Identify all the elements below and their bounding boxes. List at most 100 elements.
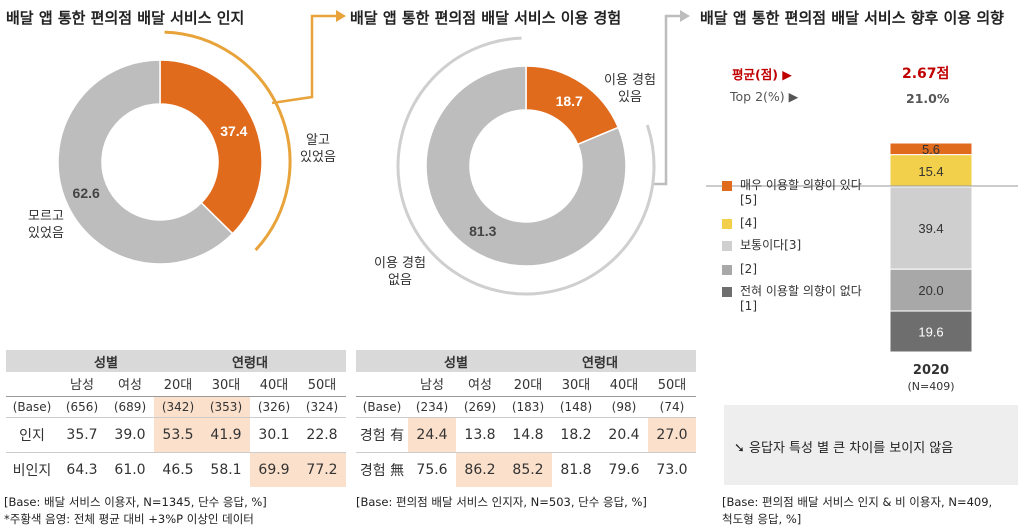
table-cell: 85.2 — [504, 452, 552, 487]
table-row: 비인지 64.3 61.0 46.5 58.1 69.9 77.2 — [6, 452, 346, 487]
table-cell: 73.0 — [656, 461, 688, 478]
legend-text-5: 매우 이용할 의향이 있다[5] — [740, 178, 862, 207]
table-cell: 35.7 — [58, 417, 106, 453]
table-cell: 22.8 — [298, 417, 346, 453]
legend-swatch-3 — [722, 241, 732, 251]
table-header-row: 남성 여성 20대 30대 40대 50대 — [356, 372, 696, 397]
label-exp-no: 이용 경험 없음 — [374, 256, 426, 288]
mean-value: 2.67점 — [902, 66, 950, 82]
note-table1-highlight: *주황색 음영: 전체 평균 대비 +3%P 이상인 데이터 — [4, 512, 254, 526]
row-label: (Base) — [356, 396, 408, 418]
col-header: 20대 — [154, 372, 202, 397]
donut-aware-value-yes: 37.4 — [220, 123, 247, 139]
table-cell: (656) — [58, 396, 106, 418]
col-header: 남성 — [58, 372, 106, 397]
table-cell: 20.4 — [600, 417, 648, 453]
exp-highlight-arc — [396, 36, 656, 296]
table-awareness: 성별 연령대 남성 여성 20대 30대 40대 50대 (Base) (656… — [6, 350, 346, 487]
bar-segment-label: 19.6 — [918, 325, 943, 340]
table-row: 인지 35.7 39.0 53.5 41.9 30.1 22.8 — [6, 417, 346, 453]
top2-label: Top 2(%) ▶ — [730, 89, 799, 104]
row-label: 경험 無 — [359, 462, 405, 479]
legend-text-2: [2] — [740, 262, 757, 276]
legend-swatch-5 — [722, 181, 732, 191]
legend-swatch-2 — [722, 265, 732, 275]
row-label: 경험 有 — [356, 417, 408, 453]
table-cell: (183) — [504, 396, 552, 418]
bar-base-label: (N=409) — [907, 380, 955, 393]
table-cell: 77.2 — [298, 452, 346, 487]
col-header: 40대 — [600, 372, 648, 397]
col-header: 20대 — [504, 372, 552, 397]
legend-text-4: [4] — [740, 216, 757, 230]
table-cell: 18.2 — [552, 417, 600, 453]
legend-text-1: 전혀 이용할 의향이 없다[1] — [740, 284, 862, 313]
table-cell: (234) — [408, 396, 456, 418]
bar-segment — [889, 310, 973, 353]
col-header: 여성 — [456, 372, 504, 397]
col-header: 남성 — [408, 372, 456, 397]
table-cell: (324) — [298, 396, 346, 418]
note-3-line1: [Base: 편의점 배달 서비스 인지 & 비 이용자, N=409, — [722, 495, 993, 509]
connector-arrow-2 — [652, 14, 680, 186]
table-group-row: 성별 연령대 — [6, 350, 346, 372]
table-cell: (342) — [154, 396, 202, 418]
row-label: 인지 — [6, 417, 58, 453]
table-cell: 61.0 — [114, 461, 146, 478]
callout-text: ➘ 응답자 특성 별 큰 차이를 보이지 않음 — [734, 441, 954, 456]
table-cell: 24.4 — [408, 417, 456, 453]
aware-highlight-arc — [164, 30, 292, 252]
table-cell: 41.9 — [202, 417, 250, 453]
table-cell: 39.0 — [106, 417, 154, 453]
table-cell: 64.3 — [66, 461, 98, 478]
table-cell: (689) — [106, 396, 154, 418]
table-cell: 58.1 — [210, 461, 242, 478]
table-base-row: (Base) (656) (689) (342) (353) (326) (32… — [6, 396, 346, 418]
row-label: 비인지 — [12, 462, 52, 479]
legend-text-3: 보통이다[3] — [740, 238, 802, 252]
table-cell: 13.8 — [456, 417, 504, 453]
col-header: 50대 — [298, 372, 346, 397]
table-row: 경험 無 75.6 86.2 85.2 81.8 79.6 73.0 — [356, 452, 696, 487]
note-table2-base: [Base: 편의점 배달 서비스 인지자, N=503, 단수 응답, %] — [356, 495, 647, 509]
donut-aware-slice-no — [57, 59, 234, 265]
bar-segment-label: 20.0 — [918, 283, 943, 298]
table-cell: 86.2 — [456, 452, 504, 487]
table-cell: (98) — [600, 396, 648, 418]
title-experience: 배달 앱 통한 편의점 배달 서비스 이용 경험 — [350, 9, 622, 27]
table-header-row: 남성 여성 20대 30대 40대 50대 — [6, 372, 346, 397]
col-header: 30대 — [552, 372, 600, 397]
stacked-bar: 5.6 15.4 39.4 20.0 19.6 — [889, 142, 973, 353]
donut-aware-slice-yes — [159, 59, 263, 235]
col-header: 50대 — [648, 372, 696, 397]
table-cell: 46.5 — [162, 461, 194, 478]
col-header: 여성 — [106, 372, 154, 397]
callout-box: ➘ 응답자 특성 별 큰 차이를 보이지 않음 — [724, 405, 1018, 485]
group-age: 연령대 — [504, 350, 696, 372]
connector-arrowhead-1 — [336, 10, 346, 22]
table-cell: (353) — [202, 396, 250, 418]
note-table1-base: [Base: 배달 서비스 이용자, N=1345, 단수 응답, %] — [4, 495, 267, 509]
table-cell: (326) — [250, 396, 298, 418]
note-3-line2: 척도형 응답, %] — [722, 512, 802, 526]
label-aware-no: 모르고 있었음 — [28, 209, 64, 241]
donut-exp-value-yes: 18.7 — [556, 93, 583, 109]
bar-segment-label: 39.4 — [918, 221, 943, 236]
table-cell: 79.6 — [608, 461, 640, 478]
table-row: 경험 有 24.4 13.8 14.8 18.2 20.4 27.0 — [356, 417, 696, 453]
group-gender: 성별 — [408, 350, 504, 372]
connector-arrow-1 — [271, 14, 336, 105]
legend-swatch-1 — [722, 287, 732, 297]
label-aware-yes: 알고 있었음 — [300, 133, 336, 165]
table-cell: (269) — [456, 396, 504, 418]
table-cell: 69.9 — [250, 452, 298, 487]
bar-segment-label: 15.4 — [918, 164, 943, 179]
bar-year-label: 2020 — [912, 363, 950, 378]
group-gender: 성별 — [58, 350, 154, 372]
donut-exp-slice-no — [425, 65, 627, 267]
donut-aware-value-no: 62.6 — [73, 185, 100, 201]
legend-swatch-4 — [722, 219, 732, 229]
table-cell: 27.0 — [648, 417, 696, 453]
table-base-row: (Base) (234) (269) (183) (148) (98) (74) — [356, 396, 696, 418]
